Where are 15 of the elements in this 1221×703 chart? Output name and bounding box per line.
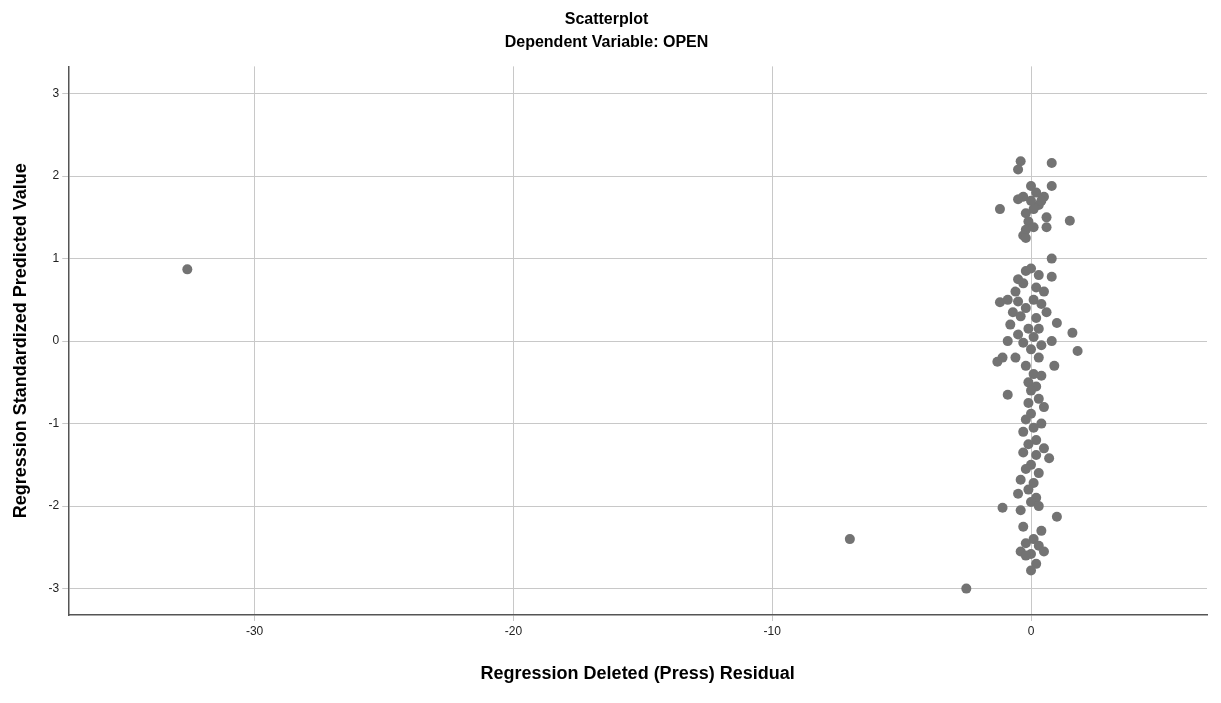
y-tick-label: 2 bbox=[52, 168, 60, 183]
y-tick-label: 1 bbox=[52, 250, 60, 265]
chart-subtitle: Dependent Variable: OPEN bbox=[504, 33, 709, 51]
y-tick-label: 0 bbox=[52, 333, 60, 348]
y-axis-title: Regression Standardized Predicted Value bbox=[9, 163, 30, 519]
y-tick-label: 3 bbox=[52, 85, 60, 100]
y-tick-label: -3 bbox=[48, 580, 60, 595]
x-axis-title: Regression Deleted (Press) Residual bbox=[480, 663, 795, 684]
y-tick-label: -2 bbox=[48, 498, 60, 513]
y-tick-label: -1 bbox=[48, 415, 60, 430]
x-tick-label: -20 bbox=[504, 623, 523, 638]
x-tick-label: 0 bbox=[1027, 623, 1035, 638]
x-tick-label: -10 bbox=[763, 623, 782, 638]
chart-title: Scatterplot bbox=[564, 10, 649, 28]
x-tick-label: -30 bbox=[245, 623, 264, 638]
